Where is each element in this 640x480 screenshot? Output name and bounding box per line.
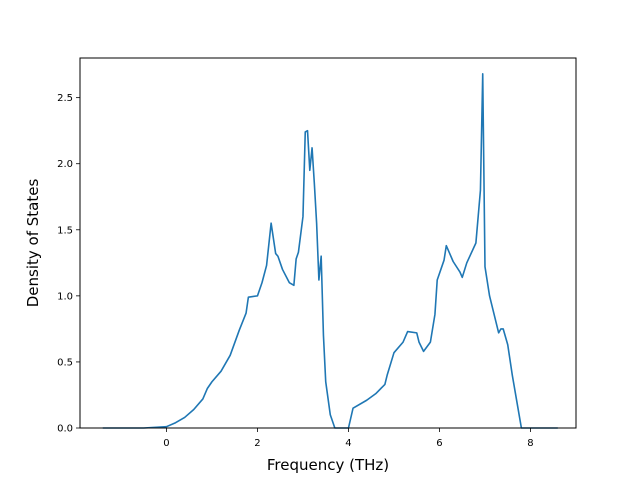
plot-area — [80, 58, 576, 428]
y-axis: 0.0 0.5 1.0 1.5 2.0 2.5 — [57, 93, 80, 435]
y-tick-label: 0.0 — [57, 424, 73, 435]
x-tick-label: 8 — [527, 438, 533, 449]
y-tick-label: 2.0 — [57, 159, 73, 170]
x-tick-label: 0 — [163, 438, 169, 449]
x-axis-label: Frequency (THz) — [267, 456, 389, 474]
x-axis: 0 2 4 6 8 — [163, 428, 534, 449]
x-tick-label: 2 — [254, 438, 260, 449]
x-tick-label: 6 — [436, 438, 442, 449]
y-tick-label: 1.0 — [57, 291, 73, 302]
y-tick-label: 0.5 — [57, 357, 73, 368]
plot-frame — [79, 57, 577, 429]
y-axis-label: Density of States — [24, 179, 42, 308]
y-tick-label: 1.5 — [57, 225, 73, 236]
x-tick-label: 4 — [345, 438, 351, 449]
y-tick-label: 2.5 — [57, 93, 73, 104]
